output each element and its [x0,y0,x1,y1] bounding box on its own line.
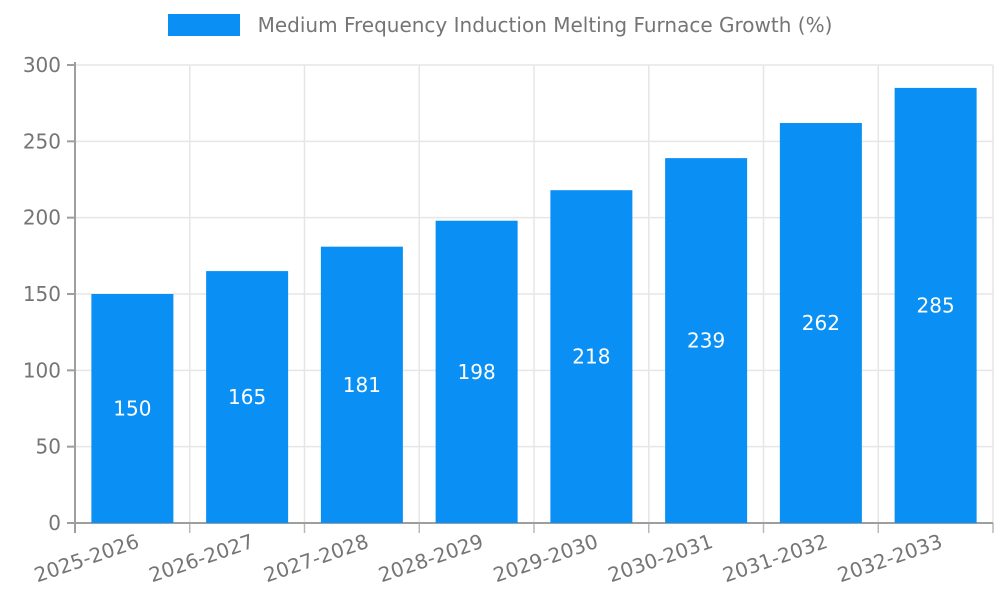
bar-value-label: 165 [228,385,266,409]
bar-2030-2031 [665,158,748,524]
bar-2027-2028 [320,246,403,523]
bar-value-label: 262 [802,311,840,335]
bar-value-label: 218 [572,345,610,369]
bar-2026-2027 [206,271,289,523]
legend-label: Medium Frequency Induction Melting Furna… [257,13,833,37]
x-tick-label: 2032-2033 [834,529,945,587]
bar-2031-2032 [779,123,862,523]
y-tick-label: 200 [23,206,61,230]
y-tick-label: 100 [23,358,61,382]
y-tick-label: 250 [23,129,61,153]
y-tick-label: 50 [36,435,61,459]
y-tick-label: 150 [23,282,61,306]
legend[interactable]: Medium Frequency Induction Melting Furna… [0,14,1000,36]
legend-swatch [167,14,240,36]
bar-2025-2026 [91,294,174,523]
bar-value-label: 198 [458,360,496,384]
y-tick-label: 0 [48,511,61,535]
bar-2028-2029 [435,220,518,523]
bar-2029-2030 [550,190,633,524]
x-tick-label: 2028-2029 [375,529,486,587]
x-tick-label: 2025-2026 [31,529,142,587]
bar-value-label: 181 [343,373,381,397]
x-tick-label: 2031-2032 [720,529,831,587]
x-tick-label: 2027-2028 [261,529,372,587]
y-tick-label: 300 [23,53,61,77]
x-tick-label: 2029-2030 [490,529,601,587]
bar-value-label: 285 [917,293,955,317]
x-tick-label: 2030-2031 [605,529,716,587]
bar-value-label: 150 [113,397,151,421]
x-tick-label: 2026-2027 [146,529,257,587]
bar-value-label: 239 [687,329,725,353]
bar-2032-2033 [894,87,977,524]
